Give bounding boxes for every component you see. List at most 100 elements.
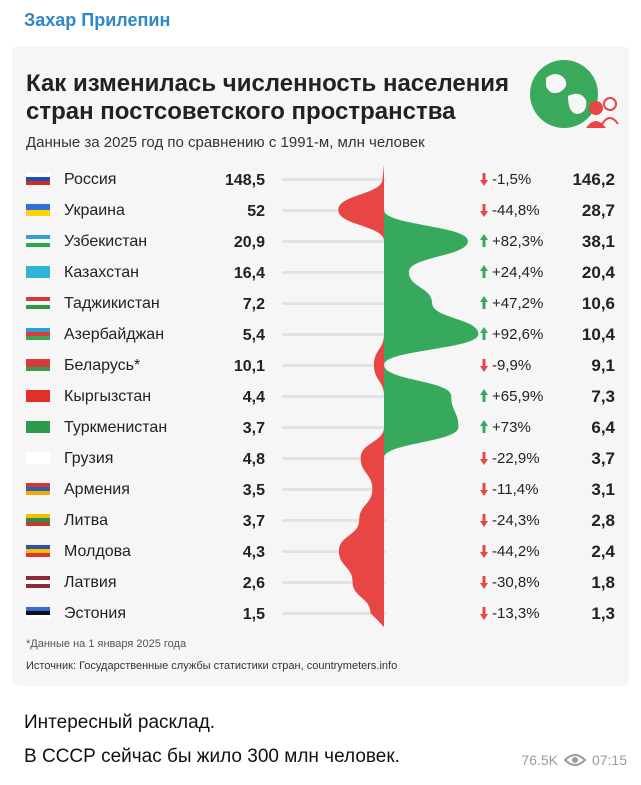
message-line-2: В СССР сейчас бы жило 300 млн человек. <box>24 746 400 767</box>
change-percent: +24,4% <box>492 264 543 281</box>
flag-stripe <box>26 243 50 247</box>
arrow-down-icon <box>480 483 488 496</box>
flag-stripe <box>26 301 50 305</box>
title-line-1: Как изменилась численность населения <box>26 70 510 97</box>
arrow-down-icon <box>480 514 488 527</box>
flag-stripe <box>26 204 50 210</box>
arrow-up-icon <box>480 234 488 247</box>
row-guide <box>282 178 386 181</box>
row-guide <box>282 488 386 491</box>
country-label: Туркменистан <box>64 419 167 436</box>
row-guide <box>282 209 386 212</box>
row-guide <box>282 240 386 243</box>
value-2025: 3,7 <box>591 449 615 468</box>
row-guide <box>282 426 386 429</box>
value-1991: 1,5 <box>243 606 265 623</box>
value-1991: 148,5 <box>225 172 265 189</box>
country-label: Россия <box>64 171 116 188</box>
flag-stripe <box>26 177 50 181</box>
flag-stripe <box>26 584 50 588</box>
country-label: Молдова <box>64 543 131 560</box>
flag-stripe <box>26 611 50 615</box>
row-guide <box>282 612 386 615</box>
value-2025: 1,8 <box>591 573 615 592</box>
value-2025: 20,4 <box>582 263 616 282</box>
country-label: Таджикистан <box>64 295 160 312</box>
flag-stripe <box>26 553 50 557</box>
flag-stripe <box>26 483 50 487</box>
flag-stripe <box>26 576 50 580</box>
arrow-down-icon <box>480 452 488 465</box>
row-guide <box>282 519 386 522</box>
flag-stripe <box>26 514 50 518</box>
change-percent: -1,5% <box>492 171 531 188</box>
change-percent: -44,2% <box>492 543 540 560</box>
change-percent: +73% <box>492 419 531 436</box>
infographic-card: Как изменилась численность населения стр… <box>12 46 629 686</box>
flag-stripe <box>26 181 50 185</box>
post-time: 07:15 <box>591 752 627 768</box>
country-label: Армения <box>64 481 130 498</box>
message-text: Интересный расклад. В СССР сейчас бы жил… <box>24 706 400 774</box>
source-note: Источник: Государственные службы статист… <box>26 660 398 672</box>
value-1991: 3,7 <box>243 513 265 530</box>
value-2025: 6,4 <box>591 418 615 437</box>
arrow-up-icon <box>480 389 488 402</box>
value-2025: 28,7 <box>582 201 615 220</box>
views-count: 76.5K <box>521 752 558 768</box>
change-percent: -9,9% <box>492 357 531 374</box>
flag-stripe <box>26 266 50 278</box>
country-label: Азербайджан <box>64 326 164 343</box>
flag-stripe <box>26 487 50 491</box>
flag-stripe <box>26 607 50 611</box>
change-percent: -11,4% <box>492 481 538 498</box>
flag-stripe <box>26 332 50 336</box>
change-percent: +65,9% <box>492 388 543 405</box>
flag-stripe <box>26 549 50 553</box>
arrow-down-icon <box>480 204 488 217</box>
value-1991: 16,4 <box>234 265 265 282</box>
flag-stripe <box>26 359 50 363</box>
value-1991: 4,8 <box>243 451 265 468</box>
country-label: Узбекистан <box>64 233 147 250</box>
value-1991: 7,2 <box>243 296 265 313</box>
country-label: Кыргызстан <box>64 388 151 405</box>
row-guide <box>282 581 386 584</box>
increase-area <box>384 165 479 627</box>
flag-stripe <box>26 173 50 177</box>
channel-name[interactable]: Захар Прилепин <box>24 10 171 30</box>
row-guide <box>282 364 386 367</box>
flag-stripe <box>26 235 50 239</box>
arrow-down-icon <box>480 359 488 372</box>
title-line-2: стран постсоветского пространства <box>26 98 456 125</box>
flag-stripe <box>26 210 50 216</box>
flag-stripe <box>26 328 50 332</box>
value-1991: 3,5 <box>243 482 265 499</box>
change-percent: +47,2% <box>492 295 543 312</box>
flag-stripe <box>26 305 50 309</box>
arrow-down-icon <box>480 173 488 186</box>
value-1991: 52 <box>247 203 265 220</box>
flag-stripe <box>26 522 50 526</box>
row-guide <box>282 395 386 398</box>
value-2025: 38,1 <box>582 232 615 251</box>
flag-stripe <box>26 452 50 464</box>
value-2025: 10,6 <box>582 294 615 313</box>
value-2025: 3,1 <box>591 480 615 499</box>
decrease-area <box>338 165 384 627</box>
arrow-up-icon <box>480 296 488 309</box>
value-2025: 1,3 <box>591 604 615 623</box>
flag-stripe <box>26 421 50 433</box>
message-line-1: Интересный расклад. <box>24 712 216 733</box>
country-label: Грузия <box>64 450 113 467</box>
flag-stripe <box>26 297 50 301</box>
country-label: Латвия <box>64 574 116 591</box>
value-1991: 4,3 <box>243 544 265 561</box>
change-percent: -24,3% <box>492 512 540 529</box>
flag-stripe <box>26 491 50 495</box>
flag-stripe <box>26 363 50 367</box>
row-guide <box>282 271 386 274</box>
change-percent: -44,8% <box>492 202 540 219</box>
flag-stripe <box>26 390 50 402</box>
value-1991: 4,4 <box>243 389 265 406</box>
